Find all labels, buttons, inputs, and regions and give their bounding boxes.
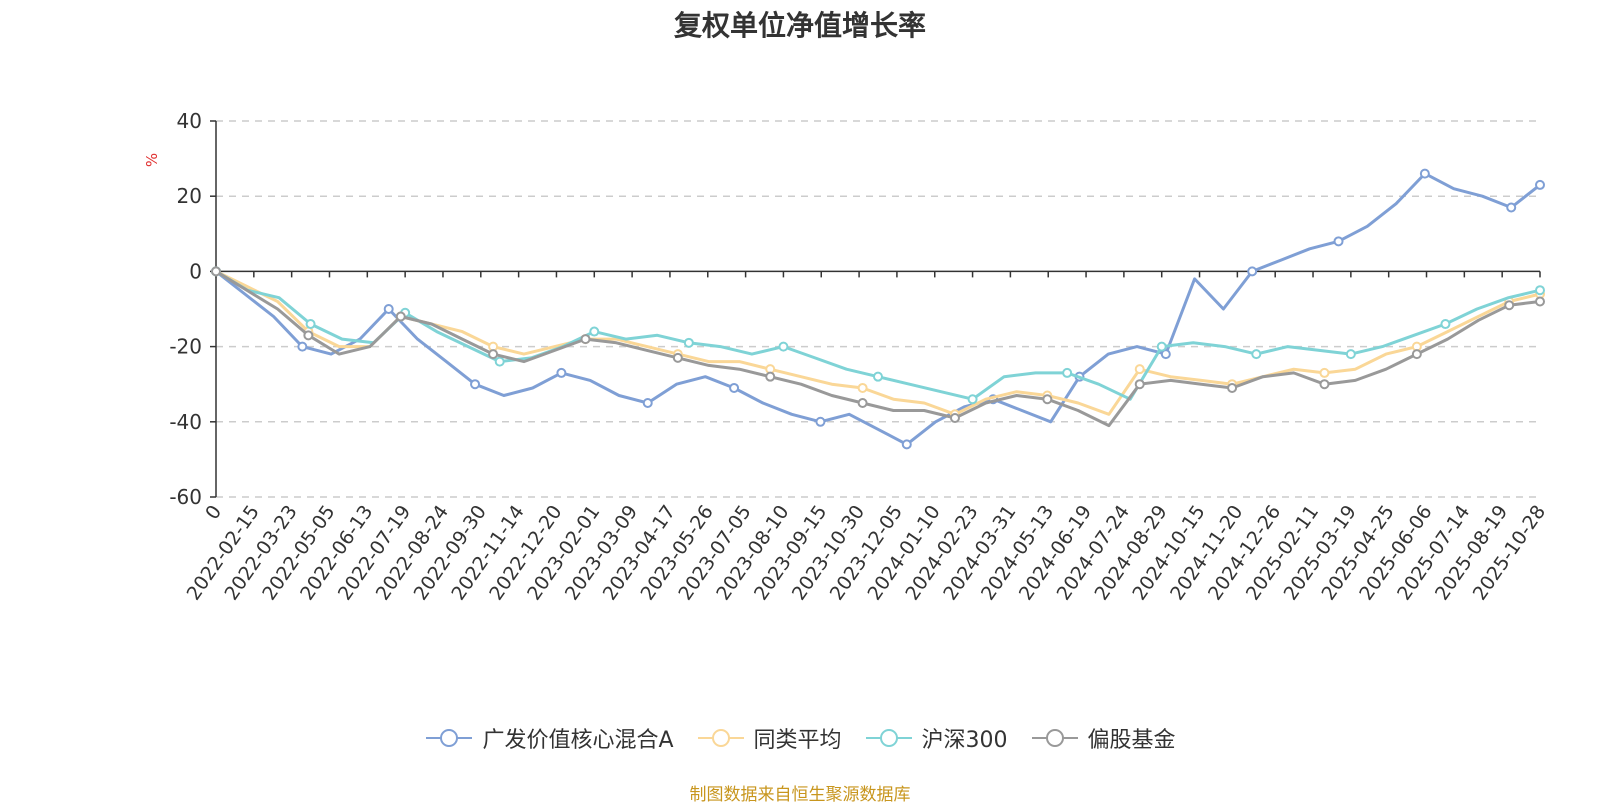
series-point bbox=[1134, 379, 1145, 390]
legend-label: 偏股基金 bbox=[1087, 728, 1176, 753]
series-point bbox=[580, 334, 591, 345]
series-point bbox=[383, 304, 394, 314]
series-point bbox=[672, 352, 683, 363]
series-point bbox=[857, 382, 868, 393]
series-point bbox=[949, 413, 960, 424]
legend-marker-icon bbox=[1031, 729, 1078, 747]
series-point bbox=[1506, 202, 1517, 213]
series-point bbox=[1333, 236, 1344, 247]
y-tick-label: 20 bbox=[177, 184, 202, 208]
y-tick-label: 0 bbox=[189, 259, 202, 283]
series-point bbox=[470, 379, 481, 390]
series-point bbox=[857, 398, 868, 408]
series-point bbox=[815, 416, 826, 427]
y-tick-label: -40 bbox=[169, 410, 202, 434]
series-point bbox=[778, 341, 789, 352]
legend-label: 沪深300 bbox=[921, 728, 1008, 753]
legend: 广发价值核心混合A 同类平均 沪深300 偏股基金 bbox=[0, 722, 1600, 754]
series-point bbox=[1227, 382, 1238, 393]
series-point bbox=[901, 439, 912, 450]
series-point bbox=[488, 349, 499, 360]
y-tick-label: -20 bbox=[169, 335, 202, 359]
series-point bbox=[967, 394, 978, 405]
series-point bbox=[1160, 349, 1171, 360]
series-point bbox=[729, 382, 740, 393]
series-point bbox=[1251, 349, 1262, 360]
series-point bbox=[683, 337, 694, 348]
series-point bbox=[395, 311, 406, 322]
axis-layer: -60-40-200204002022-02-152022-03-232022-… bbox=[169, 109, 1550, 604]
series-point bbox=[1535, 179, 1545, 190]
series-line bbox=[215, 270, 1541, 416]
legend-item[interactable]: 广发价值核心混合A bbox=[424, 722, 674, 754]
series-point bbox=[1247, 266, 1258, 277]
legend-item[interactable]: 偏股基金 bbox=[1030, 722, 1176, 754]
series-line bbox=[215, 270, 1541, 428]
y-axis-label: % bbox=[143, 153, 161, 167]
source-note: 制图数据来自恒生聚源数据库 bbox=[689, 785, 911, 805]
legend-item[interactable]: 沪深300 bbox=[864, 722, 1008, 754]
grid-layer bbox=[216, 120, 1540, 498]
series-point bbox=[556, 367, 567, 378]
legend-marker-icon bbox=[865, 729, 912, 747]
legend-marker-icon bbox=[426, 729, 473, 747]
legend-label: 广发价值核心混合A bbox=[482, 728, 674, 753]
series-point bbox=[1535, 296, 1545, 307]
series-point bbox=[589, 326, 600, 337]
series-point bbox=[297, 341, 308, 352]
series-point bbox=[1319, 379, 1330, 390]
series-point bbox=[1411, 349, 1422, 360]
y-tick-label: -60 bbox=[169, 485, 202, 509]
legend-item[interactable]: 同类平均 bbox=[696, 722, 842, 754]
x-tick-label: 0 bbox=[201, 501, 226, 524]
series-point bbox=[1504, 300, 1515, 311]
series-point bbox=[1419, 168, 1430, 179]
series-point bbox=[642, 398, 653, 408]
series-layer bbox=[211, 168, 1545, 450]
series-point bbox=[1535, 285, 1545, 296]
series-point bbox=[494, 356, 505, 367]
series-point bbox=[303, 330, 314, 341]
series-point bbox=[1134, 364, 1145, 375]
series-point bbox=[1156, 341, 1167, 352]
series-point bbox=[1042, 394, 1053, 405]
chart-title: 复权单位净值增长率 bbox=[673, 9, 926, 42]
y-tick-label: 40 bbox=[177, 109, 202, 133]
series-point bbox=[1062, 367, 1073, 378]
series-point bbox=[1345, 349, 1356, 360]
series-point bbox=[305, 319, 316, 330]
series-point bbox=[211, 266, 221, 277]
series-point bbox=[765, 371, 776, 382]
series-line bbox=[215, 172, 1541, 446]
series-point bbox=[1319, 367, 1330, 378]
series-point bbox=[873, 371, 883, 382]
legend-label: 同类平均 bbox=[753, 728, 842, 753]
series-point bbox=[1440, 319, 1451, 330]
legend-marker-icon bbox=[697, 729, 744, 747]
